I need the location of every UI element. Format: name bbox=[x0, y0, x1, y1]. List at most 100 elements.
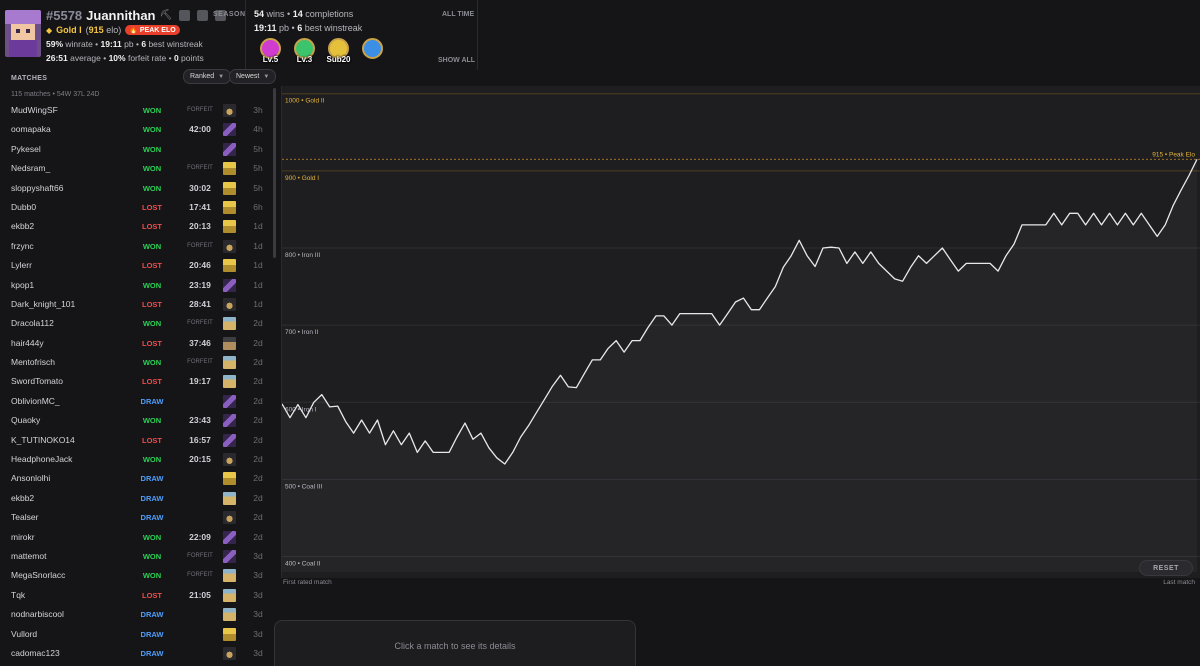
medal[interactable]: Lv.3 bbox=[290, 37, 319, 64]
medal-label: Lv.5 bbox=[262, 55, 279, 64]
opponent-name[interactable]: nodnarbiscool bbox=[11, 609, 64, 620]
medal-icon bbox=[294, 38, 315, 59]
match-row[interactable]: Dubb0 LOST 17:41 6h bbox=[0, 198, 270, 217]
opponent-name[interactable]: Ansonlolhi bbox=[11, 473, 51, 484]
match-row[interactable]: Mentofrisch WON FORFEIT 2d bbox=[0, 353, 270, 372]
match-result: LOST bbox=[142, 202, 162, 212]
match-row[interactable]: Lylerr LOST 20:46 1d bbox=[0, 256, 270, 275]
match-result: DRAW bbox=[140, 493, 164, 503]
medal[interactable]: Lv.5 bbox=[256, 37, 285, 64]
seed-type-icon bbox=[223, 646, 236, 660]
matches-summary: 115 matches • 54W 37L 24D bbox=[11, 91, 100, 98]
match-list-scrollbar[interactable] bbox=[273, 88, 276, 258]
match-row[interactable]: Vullord DRAW 3d bbox=[0, 625, 270, 644]
match-row[interactable]: Ansonlolhi DRAW 2d bbox=[0, 469, 270, 488]
x-axis-start-label: First rated match bbox=[283, 579, 332, 586]
match-row[interactable]: kpop1 WON 23:19 1d bbox=[0, 276, 270, 295]
seed-type-icon bbox=[223, 453, 236, 467]
match-row[interactable]: frzync WON FORFEIT 1d bbox=[0, 237, 270, 256]
opponent-name[interactable]: mattemot bbox=[11, 550, 47, 561]
match-age: 4h bbox=[253, 124, 263, 135]
match-time: 20:15 bbox=[189, 454, 211, 465]
opponent-name[interactable]: K_TUTINOKO14 bbox=[11, 434, 75, 445]
match-row[interactable]: ekbb2 LOST 20:13 1d bbox=[0, 217, 270, 236]
opponent-name[interactable]: Pykesel bbox=[11, 143, 41, 154]
match-row[interactable]: SwordTomato LOST 19:17 2d bbox=[0, 372, 270, 391]
opponent-name[interactable]: Quaoky bbox=[11, 415, 41, 426]
match-row[interactable]: MegaSnorlacc WON FORFEIT 3d bbox=[0, 566, 270, 585]
opponent-name[interactable]: ekbb2 bbox=[11, 221, 35, 232]
opponent-name[interactable]: ekbb2 bbox=[11, 492, 35, 503]
opponent-name[interactable]: Dracola112 bbox=[11, 318, 54, 329]
match-time: 21:05 bbox=[189, 589, 211, 600]
medal[interactable] bbox=[358, 37, 387, 64]
seed-type-icon bbox=[223, 608, 236, 622]
match-row[interactable]: nodnarbiscool DRAW 3d bbox=[0, 605, 270, 624]
opponent-name[interactable]: OblivionMC_ bbox=[11, 395, 60, 406]
twitch-icon[interactable] bbox=[179, 10, 191, 21]
avatar[interactable] bbox=[5, 10, 41, 57]
elo-chart[interactable]: 1000 • Gold II 900 • Gold I 800 • Iron III… bbox=[281, 86, 1200, 578]
match-result: WON bbox=[142, 144, 162, 154]
match-row[interactable]: Quaoky WON 23:43 2d bbox=[0, 411, 270, 430]
opponent-name[interactable]: oomapaka bbox=[11, 124, 51, 135]
opponent-name[interactable]: cadomac123 bbox=[11, 647, 60, 658]
match-row[interactable]: Tqk LOST 21:05 3d bbox=[0, 586, 270, 605]
opponent-name[interactable]: sloppyshaft66 bbox=[11, 182, 64, 193]
match-row[interactable]: Nedsram_ WON FORFEIT 5h bbox=[0, 159, 270, 178]
match-age: 2d bbox=[253, 395, 263, 406]
opponent-name[interactable]: kpop1 bbox=[11, 279, 35, 290]
season-label: SEASON bbox=[213, 11, 246, 18]
match-row[interactable]: Dark_knight_101 LOST 28:41 1d bbox=[0, 295, 270, 314]
match-row[interactable]: hair444y LOST 37:46 2d bbox=[0, 334, 270, 353]
match-type-dropdown[interactable]: Ranked ▼ bbox=[183, 69, 232, 84]
opponent-name[interactable]: SwordTomato bbox=[11, 376, 63, 387]
match-row[interactable]: HeadphoneJack WON 20:15 2d bbox=[0, 450, 270, 469]
opponent-name[interactable]: hair444y bbox=[11, 337, 44, 348]
match-details-panel: Click a match to see its details bbox=[274, 620, 636, 666]
youtube-icon[interactable] bbox=[197, 10, 209, 21]
match-row[interactable]: K_TUTINOKO14 LOST 16:57 2d bbox=[0, 431, 270, 450]
seed-type-icon bbox=[223, 414, 236, 428]
opponent-name[interactable]: HeadphoneJack bbox=[11, 454, 73, 465]
match-row[interactable]: mirokr WON 22:09 2d bbox=[0, 528, 270, 547]
match-row[interactable]: sloppyshaft66 WON 30:02 5h bbox=[0, 179, 270, 198]
opponent-name[interactable]: Tqk bbox=[11, 589, 26, 600]
opponent-name[interactable]: Mentofrisch bbox=[11, 357, 55, 368]
match-row[interactable]: Pykesel WON 5h bbox=[0, 140, 270, 159]
match-result: WON bbox=[142, 571, 162, 581]
match-row[interactable]: Tealser DRAW 2d bbox=[0, 508, 270, 527]
opponent-name[interactable]: mirokr bbox=[11, 531, 35, 542]
match-time: 37:46 bbox=[189, 337, 211, 348]
chevron-down-icon: ▼ bbox=[218, 73, 225, 80]
match-result: DRAW bbox=[140, 396, 164, 406]
opponent-name[interactable]: Dark_knight_101 bbox=[11, 298, 76, 309]
medal[interactable]: Sub20 bbox=[324, 37, 353, 64]
reset-zoom-button[interactable]: RESET bbox=[1139, 560, 1193, 576]
discord-icon[interactable] bbox=[215, 10, 227, 21]
opponent-name[interactable]: Nedsram_ bbox=[11, 163, 51, 174]
match-row[interactable]: Dracola112 WON FORFEIT 2d bbox=[0, 314, 270, 333]
seed-type-icon bbox=[223, 297, 236, 311]
match-age: 2d bbox=[253, 318, 263, 329]
opponent-name[interactable]: Vullord bbox=[11, 628, 38, 639]
all-time-panel: 54 wins • 14 completions 19:11 pb • 6 be… bbox=[245, 0, 478, 70]
opponent-name[interactable]: Dubb0 bbox=[11, 201, 37, 212]
opponent-name[interactable]: MegaSnorlacc bbox=[11, 570, 66, 581]
match-result: WON bbox=[142, 164, 162, 174]
match-row[interactable]: ekbb2 DRAW 2d bbox=[0, 489, 270, 508]
opponent-name[interactable]: Lylerr bbox=[11, 260, 32, 271]
opponent-name[interactable]: MudWingSF bbox=[11, 105, 58, 115]
match-row[interactable]: mattemot WON FORFEIT 3d bbox=[0, 547, 270, 566]
match-row[interactable]: MudWingSF WON FORFEIT 3h bbox=[0, 101, 270, 120]
opponent-name[interactable]: Tealser bbox=[11, 512, 39, 523]
sort-order-dropdown[interactable]: Newest ▼ bbox=[229, 69, 277, 84]
match-age: 1d bbox=[253, 279, 263, 290]
match-row[interactable]: cadomac123 DRAW 3d bbox=[0, 644, 270, 663]
opponent-name[interactable]: frzync bbox=[11, 240, 34, 251]
show-all-button[interactable]: SHOW ALL bbox=[438, 57, 476, 64]
match-time: FORFEIT bbox=[187, 359, 213, 366]
match-row[interactable]: oomapaka WON 42:00 4h bbox=[0, 120, 270, 139]
match-row[interactable]: OblivionMC_ DRAW 2d bbox=[0, 392, 270, 411]
match-age: 3d bbox=[253, 609, 263, 620]
